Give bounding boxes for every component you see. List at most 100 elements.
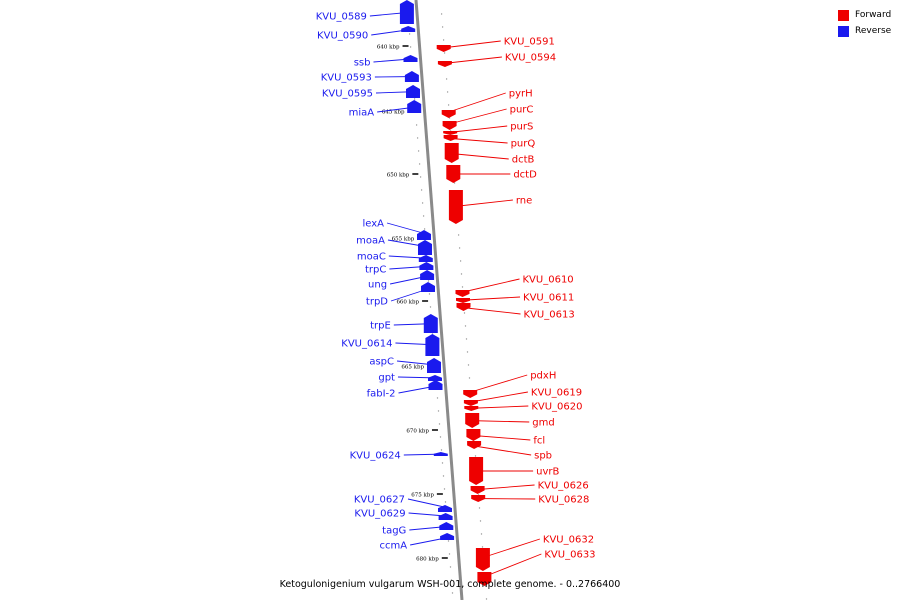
gene-dctd[interactable]: dctD <box>446 165 537 183</box>
gene-arrow[interactable] <box>438 505 452 512</box>
gene-purq[interactable]: purQ <box>443 135 536 150</box>
gene-arrow[interactable] <box>438 513 453 520</box>
gene-kvu-0626[interactable]: KVU_0626 <box>470 481 589 495</box>
gene-ccma[interactable]: ccmA <box>380 533 455 552</box>
gene-arrow[interactable] <box>418 255 433 262</box>
gene-kvu-0613[interactable]: KVU_0613 <box>456 303 575 321</box>
gene-arrow[interactable] <box>467 441 482 449</box>
gene-arrow[interactable] <box>455 290 470 297</box>
gene-dctb[interactable]: dctB <box>444 143 535 166</box>
gene-kvu-0620[interactable]: KVU_0620 <box>464 402 582 413</box>
gene-tagg[interactable]: tagG <box>382 522 454 537</box>
gene-gpt[interactable]: gpt <box>378 373 442 384</box>
gene-spb[interactable]: spb <box>467 441 552 462</box>
gene-arrow[interactable] <box>443 131 458 135</box>
gene-kvu-0619[interactable]: KVU_0619 <box>463 388 582 407</box>
gene-rne[interactable]: rne <box>448 190 532 224</box>
gene-pyrh[interactable]: pyrH <box>441 89 533 119</box>
gene-kvu-0614[interactable]: KVU_0614 <box>341 334 440 356</box>
gene-label: KVU_0593 <box>321 73 372 84</box>
gene-arrow[interactable] <box>423 314 438 333</box>
gene-fcl[interactable]: fcl <box>466 429 545 447</box>
gene-arrow[interactable] <box>464 406 479 411</box>
gene-kvu-0590[interactable]: KVU_0590 <box>317 26 416 42</box>
gene-arrow[interactable] <box>437 61 452 67</box>
gene-arrow[interactable] <box>407 100 422 113</box>
gene-kvu-0594[interactable]: KVU_0594 <box>437 53 556 68</box>
gene-arrow[interactable] <box>401 26 416 32</box>
gene-kvu-0624[interactable]: KVU_0624 <box>350 451 448 462</box>
gene-arrow[interactable] <box>448 190 463 224</box>
gene-miaa[interactable]: miaA <box>349 100 422 119</box>
gene-kvu-0629[interactable]: KVU_0629 <box>354 509 453 521</box>
gene-arrow[interactable] <box>440 533 455 540</box>
gene-kvu-0591[interactable]: KVU_0591 <box>436 37 555 53</box>
gene-arrow[interactable] <box>428 375 442 381</box>
gene-uvrb[interactable]: uvrB <box>469 457 559 485</box>
gene-kvu-0627[interactable]: KVU_0627 <box>354 495 452 513</box>
gene-trpd[interactable]: trpD <box>366 282 435 308</box>
gene-arrow[interactable] <box>470 486 485 494</box>
gene-arrow[interactable] <box>439 522 454 530</box>
gene-moaa[interactable]: moaA <box>356 236 432 256</box>
track-dot <box>485 598 488 600</box>
gene-arrow[interactable] <box>456 303 471 311</box>
gene-arrow[interactable] <box>417 230 431 240</box>
gene-trpc[interactable]: trpC <box>365 262 434 276</box>
gene-arrow[interactable] <box>465 413 480 428</box>
gene-purc[interactable]: purC <box>442 105 534 131</box>
gene-kvu-0595[interactable]: KVU_0595 <box>322 85 420 100</box>
gene-kvu-0632[interactable]: KVU_0632 <box>475 535 594 572</box>
gene-ung[interactable]: ung <box>368 270 435 291</box>
gene-arrow[interactable] <box>421 282 435 292</box>
gene-aspc[interactable]: aspC <box>369 357 441 374</box>
gene-arrow[interactable] <box>463 390 478 398</box>
gene-arrow[interactable] <box>446 165 461 183</box>
gene-arrow[interactable] <box>477 572 492 586</box>
gene-label: KVU_0628 <box>538 495 589 506</box>
gene-kvu-0611[interactable]: KVU_0611 <box>456 293 574 304</box>
gene-gmd[interactable]: gmd <box>465 413 555 429</box>
gene-kvu-0593[interactable]: KVU_0593 <box>321 71 419 84</box>
gene-arrow[interactable] <box>404 71 419 82</box>
track-dot <box>440 449 443 451</box>
gene-pdxh[interactable]: pdxH <box>463 371 556 399</box>
gene-arrow[interactable] <box>419 262 434 270</box>
gene-arrow[interactable] <box>403 55 418 62</box>
gene-fabi-2[interactable]: fabI-2 <box>367 380 443 400</box>
gene-arrow[interactable] <box>399 0 414 24</box>
gene-label: purC <box>510 105 534 116</box>
gene-arrow[interactable] <box>427 358 441 373</box>
gene-arrow[interactable] <box>469 457 484 485</box>
track-dot <box>427 280 430 282</box>
kbp-tick-label: 650 kbp <box>387 173 410 179</box>
gene-arrow[interactable] <box>475 548 490 571</box>
gene-arrow[interactable] <box>436 45 451 52</box>
gene-arrow[interactable] <box>443 135 458 141</box>
gene-arrow[interactable] <box>466 429 481 441</box>
gene-kvu-0628[interactable]: KVU_0628 <box>471 495 589 506</box>
gene-arrow[interactable] <box>471 495 486 502</box>
gene-arrow[interactable] <box>406 85 420 98</box>
gene-arrow[interactable] <box>418 240 432 255</box>
gene-label: KVU_0613 <box>524 310 575 321</box>
gene-arrow[interactable] <box>456 298 470 303</box>
gene-kvu-0633[interactable]: KVU_0633 <box>477 550 596 587</box>
gene-moac[interactable]: moaC <box>357 252 433 263</box>
gene-kvu-0589[interactable]: KVU_0589 <box>316 0 414 24</box>
gene-purs[interactable]: purS <box>443 122 533 136</box>
gene-arrow[interactable] <box>428 380 443 390</box>
gene-trpe[interactable]: trpE <box>370 314 438 333</box>
gene-arrow[interactable] <box>433 452 448 456</box>
gene-arrow[interactable] <box>425 334 440 356</box>
gene-ssb[interactable]: ssb <box>354 55 418 69</box>
gene-label: lexA <box>363 219 385 230</box>
gene-lexa[interactable]: lexA <box>363 219 431 241</box>
gene-arrow[interactable] <box>420 270 435 280</box>
gene-arrow[interactable] <box>441 110 456 118</box>
gene-arrow[interactable] <box>444 143 459 163</box>
gene-kvu-0610[interactable]: KVU_0610 <box>455 275 574 298</box>
gene-arrow[interactable] <box>463 400 478 406</box>
gene-arrow[interactable] <box>442 121 457 130</box>
gene-label: dctD <box>513 170 537 181</box>
